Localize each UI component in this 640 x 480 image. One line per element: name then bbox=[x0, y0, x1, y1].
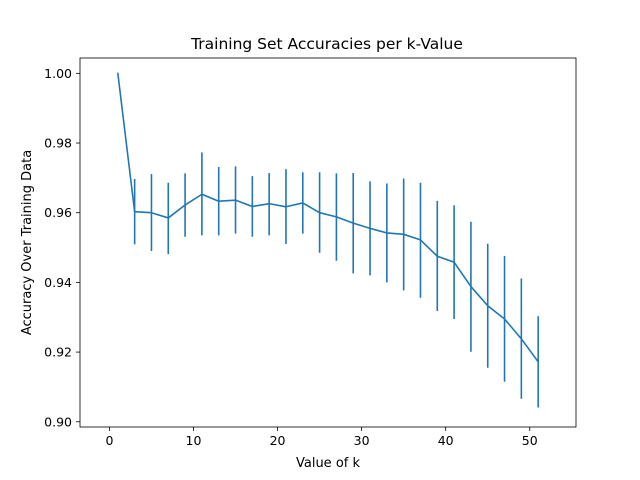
x-tick-label: 10 bbox=[186, 433, 202, 448]
x-tick-label: 40 bbox=[438, 433, 454, 448]
plot-area bbox=[117, 72, 539, 408]
x-tick-label: 50 bbox=[522, 433, 538, 448]
x-axis-ticks: 0 10 20 30 40 50 bbox=[105, 427, 538, 448]
y-tick-label: 0.92 bbox=[44, 345, 72, 360]
y-axis-label: Accuracy Over Training Data bbox=[20, 150, 35, 335]
x-tick-label: 30 bbox=[354, 433, 370, 448]
y-tick-label: 0.94 bbox=[44, 275, 72, 290]
axes-frame bbox=[79, 57, 577, 428]
y-axis-ticks: 0.90 0.92 0.94 0.96 0.98 1.00 bbox=[44, 66, 80, 429]
y-tick-label: 0.98 bbox=[44, 136, 72, 151]
x-tick-label: 20 bbox=[270, 433, 286, 448]
x-axis-label: Value of k bbox=[296, 456, 360, 471]
y-tick-label: 0.96 bbox=[44, 205, 72, 220]
series-line bbox=[117, 72, 539, 363]
y-tick-label: 1.00 bbox=[44, 66, 72, 81]
chart-title: Training Set Accuracies per k-Value bbox=[190, 35, 463, 53]
x-tick-label: 0 bbox=[105, 433, 113, 448]
y-tick-label: 0.90 bbox=[44, 414, 72, 429]
data-series bbox=[117, 72, 539, 408]
